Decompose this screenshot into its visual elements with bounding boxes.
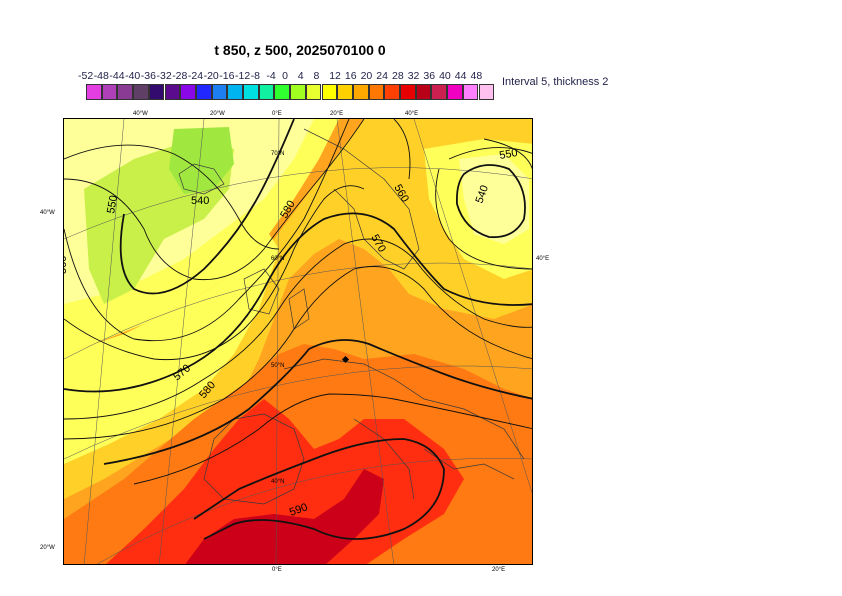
inner-lat-label: 40°N — [271, 479, 284, 485]
interval-note: Interval 5, thickness 2 — [502, 76, 609, 88]
legend-swatch — [384, 84, 400, 100]
legend-swatch — [290, 84, 306, 100]
legend-tick-label: 36 — [423, 70, 436, 82]
legend-tick-label: 40 — [439, 70, 451, 82]
inner-lat-label: 70°N — [271, 151, 284, 157]
legend-swatch — [243, 84, 259, 100]
legend-swatch — [447, 84, 463, 100]
legend-tick-label: -8 — [250, 70, 261, 82]
legend-swatch — [305, 84, 322, 100]
contour-label: 590 — [288, 501, 309, 519]
legend-tick-label: -4 — [266, 70, 276, 82]
legend-swatch — [227, 84, 243, 100]
legend-tick-label: 8 — [313, 70, 320, 82]
fill-red-south — [106, 399, 464, 564]
fill-green-iceland — [169, 127, 234, 194]
legend-tick-label: 32 — [407, 70, 420, 82]
fill-yellow-west-2 — [64, 234, 279, 464]
graticule — [64, 119, 532, 564]
legend-tick-label: -28 — [172, 70, 188, 82]
legend-tick-label: 4 — [297, 70, 304, 82]
legend-tick-label: -40 — [125, 70, 141, 82]
left-lat-label: 20°W — [40, 545, 55, 551]
legend-tick-label: -48 — [93, 70, 109, 82]
legend-tick-label: 16 — [344, 70, 357, 82]
legend-tick-label: 20 — [360, 70, 373, 82]
top-lon-label: 40°W — [133, 111, 148, 117]
legend-swatch — [164, 84, 181, 100]
contours — [64, 119, 532, 540]
legend-swatch — [415, 84, 432, 100]
weather-map: 70°N60°N50°N40°N 550 54056055054056057058… — [64, 119, 532, 564]
top-lon-label: 20°E — [330, 111, 344, 117]
contour-label: 540 — [191, 195, 209, 207]
legend-tick-label: -44 — [109, 70, 125, 82]
legend-tick-label: 28 — [392, 70, 404, 82]
legend-tick-label: -32 — [156, 70, 172, 82]
chart-title: t 850, z 500, 2025070100 0 — [214, 42, 386, 58]
legend-swatch — [117, 84, 134, 100]
inner-lat-label: 50°N — [271, 363, 284, 369]
bottom-lon-label: 0°E — [272, 567, 282, 573]
map-frame: 70°N 60°N 50°N 40°N 550 540 560 550 540 560 570 58… — [63, 118, 533, 565]
contour-label: 560 — [64, 256, 69, 274]
legend-swatch — [86, 84, 102, 100]
legend-tick-label: -12 — [235, 70, 251, 82]
legend-swatch — [258, 84, 275, 100]
legend-swatch — [195, 84, 212, 100]
legend-swatch — [101, 84, 118, 100]
legend-swatch — [478, 84, 495, 100]
legend-tick-label: 24 — [376, 70, 388, 82]
top-lon-label: 0°E — [272, 111, 282, 117]
contour-label: 540 — [474, 184, 492, 205]
top-lon-label: 40°E — [405, 111, 419, 117]
legend-tick-label: 48 — [470, 70, 483, 82]
legend-swatch — [321, 84, 338, 100]
legend-swatch — [337, 84, 353, 100]
legend-swatch — [133, 84, 149, 100]
top-lon-label: 20°W — [210, 111, 225, 117]
right-lat-label: 40°E — [536, 256, 550, 262]
legend-tick-label: 12 — [329, 70, 341, 82]
legend-swatch — [148, 84, 165, 100]
contour-label: 550 — [105, 194, 120, 214]
legend-swatch — [211, 84, 228, 100]
inner-lat-label: 60°N — [271, 256, 284, 262]
legend-tick-label: -36 — [140, 70, 156, 82]
legend-tick-label: 0 — [282, 70, 288, 82]
legend-tick-label: -16 — [219, 70, 235, 82]
legend-swatch — [274, 84, 291, 100]
legend-tick-label: -24 — [187, 70, 204, 82]
inner-lat-labels: 70°N 60°N 50°N 40°N — [271, 151, 284, 485]
bottom-lon-label: 20°E — [492, 567, 506, 573]
legend-swatch — [180, 84, 196, 100]
contour-label: 550 — [498, 147, 518, 162]
legend-tick-label: 44 — [454, 70, 467, 82]
legend-swatch — [400, 84, 416, 100]
legend-swatch — [352, 84, 369, 100]
legend-tick-label: -20 — [203, 70, 219, 82]
legend-swatch — [462, 84, 479, 100]
legend-swatch — [368, 84, 385, 100]
legend-tick-label: -52 — [78, 70, 94, 82]
left-lat-label: 40°W — [40, 210, 55, 216]
fill-light-yellow-east — [459, 154, 529, 244]
fill-dark-red-iberia — [185, 469, 384, 564]
legend-swatch — [431, 84, 448, 100]
location-marker — [341, 355, 350, 364]
